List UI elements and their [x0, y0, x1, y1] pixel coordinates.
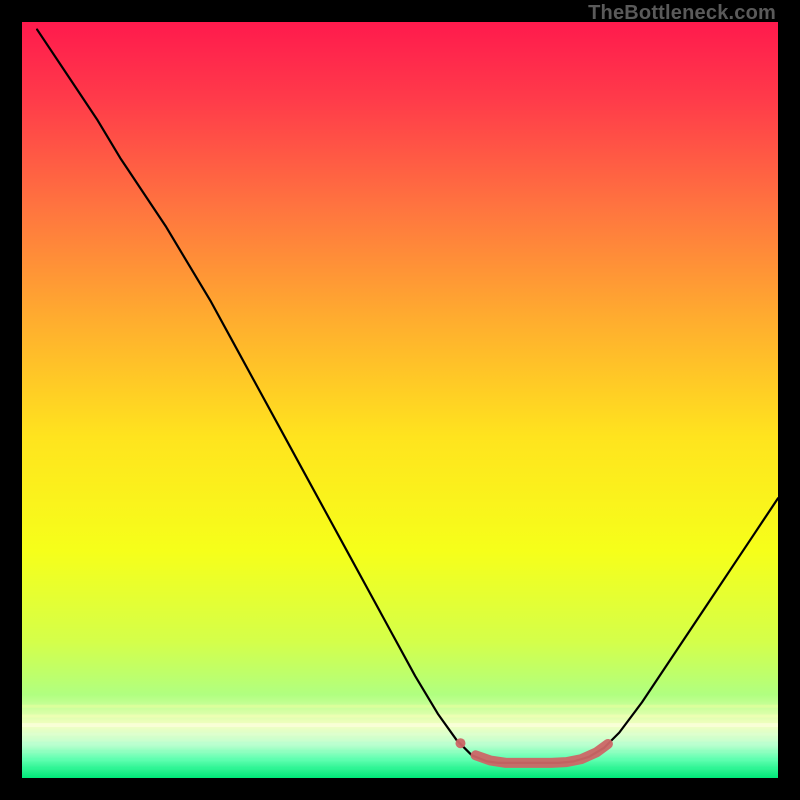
curve-layer [22, 22, 778, 778]
bottleneck-curve [37, 30, 778, 763]
plot-area [22, 22, 778, 778]
watermark-text: TheBottleneck.com [588, 2, 776, 25]
optimal-range-highlight [476, 744, 608, 763]
optimal-point-marker [455, 738, 465, 748]
chart-frame: TheBottleneck.com [0, 0, 800, 800]
